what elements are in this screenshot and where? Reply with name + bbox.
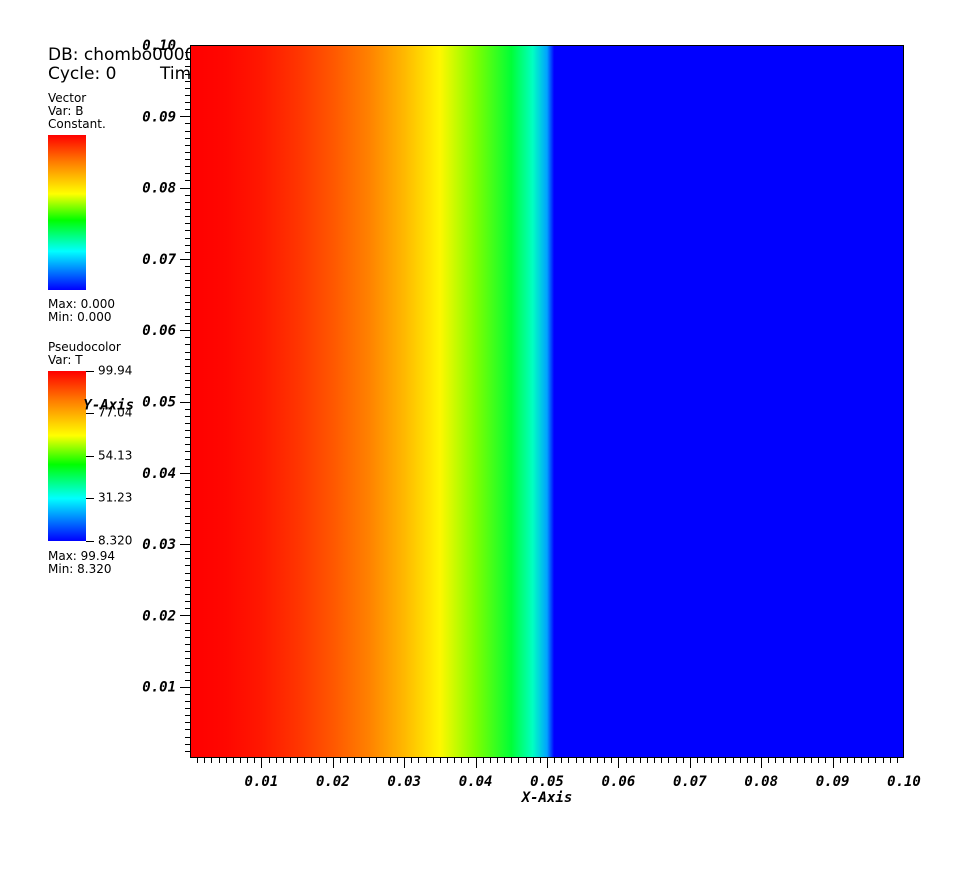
vector-legend-var: Var: B (48, 104, 84, 118)
plot-frame (190, 45, 904, 758)
pseudocolor-legend: Pseudocolor Var: T Max: 99.94 Min: 8.320… (48, 340, 188, 576)
x-tick-label: 0.09 (816, 774, 850, 790)
colorbar-tick-label: 77.04 (98, 405, 133, 420)
colorbar-tick-label: 8.320 (98, 533, 133, 548)
pseudocolor-legend-min: Min: 8.320 (48, 562, 112, 576)
y-axis-title: Y-Axis (83, 398, 134, 414)
x-tick-label: 0.01 (245, 774, 279, 790)
x-axis-title: X-Axis (521, 790, 573, 806)
y-tick-label: 0.03 (142, 537, 176, 553)
vector-legend-max: Max: 0.000 (48, 297, 116, 311)
colorbar-tick-mark (86, 541, 94, 542)
y-tick-label: 0.04 (142, 466, 176, 482)
x-tick-label: 0.02 (316, 774, 350, 790)
temperature-field (190, 45, 904, 758)
colorbar-tick-mark (86, 371, 94, 372)
colorbar-tick-label: 99.94 (98, 363, 133, 378)
y-tick-label: 0.01 (142, 680, 176, 696)
x-tick-label: 0.08 (744, 774, 778, 790)
pseudocolor-legend-var: Var: T (48, 353, 83, 367)
vector-legend-subtitle: Constant. (48, 117, 106, 131)
axis-ticks: 0.01 0.02 0.03 0.04 0.05 0.06 0.07 0.08 0.09 0.10… (142, 38, 921, 790)
y-tick-label: 0.05 (142, 395, 176, 411)
colorbar-tick-mark (86, 498, 94, 500)
x-tick-label: 0.03 (387, 774, 421, 790)
y-tick-label: 0.09 (142, 109, 176, 125)
colorbar-tick-mark (86, 413, 94, 415)
y-tick-label: 0.08 (142, 181, 176, 197)
pseudocolor-legend-max: Max: 99.94 (48, 549, 116, 563)
vector-legend-min: Min: 0.000 (48, 310, 112, 324)
cycle-label: Cycle: 0 (48, 64, 117, 84)
y-tick-label: 0.02 (142, 608, 176, 624)
vector-colorbar (48, 135, 86, 290)
x-tick-label: 0.04 (459, 774, 493, 790)
colorbar-tick-mark (86, 456, 94, 457)
y-tick-label: 0.06 (142, 323, 176, 339)
vector-legend-title: Vector (48, 91, 87, 105)
colorbar-tick-label: 54.13 (98, 448, 133, 463)
x-tick-label: 0.10 (887, 774, 921, 790)
y-tick-label: 0.07 (142, 252, 176, 268)
y-tick-label: 0.10 (142, 38, 176, 54)
x-tick-label: 0.05 (530, 774, 564, 790)
vector-legend: Vector Var: B Constant. Max: 0.000 Min: … (48, 91, 188, 324)
x-tick-label: 0.07 (673, 774, 707, 790)
pseudocolor-legend-title: Pseudocolor (48, 340, 121, 354)
x-tick-label: 0.06 (602, 774, 636, 790)
pseudocolor-colorbar (48, 371, 86, 541)
colorbar-tick-label: 31.23 (98, 490, 133, 505)
